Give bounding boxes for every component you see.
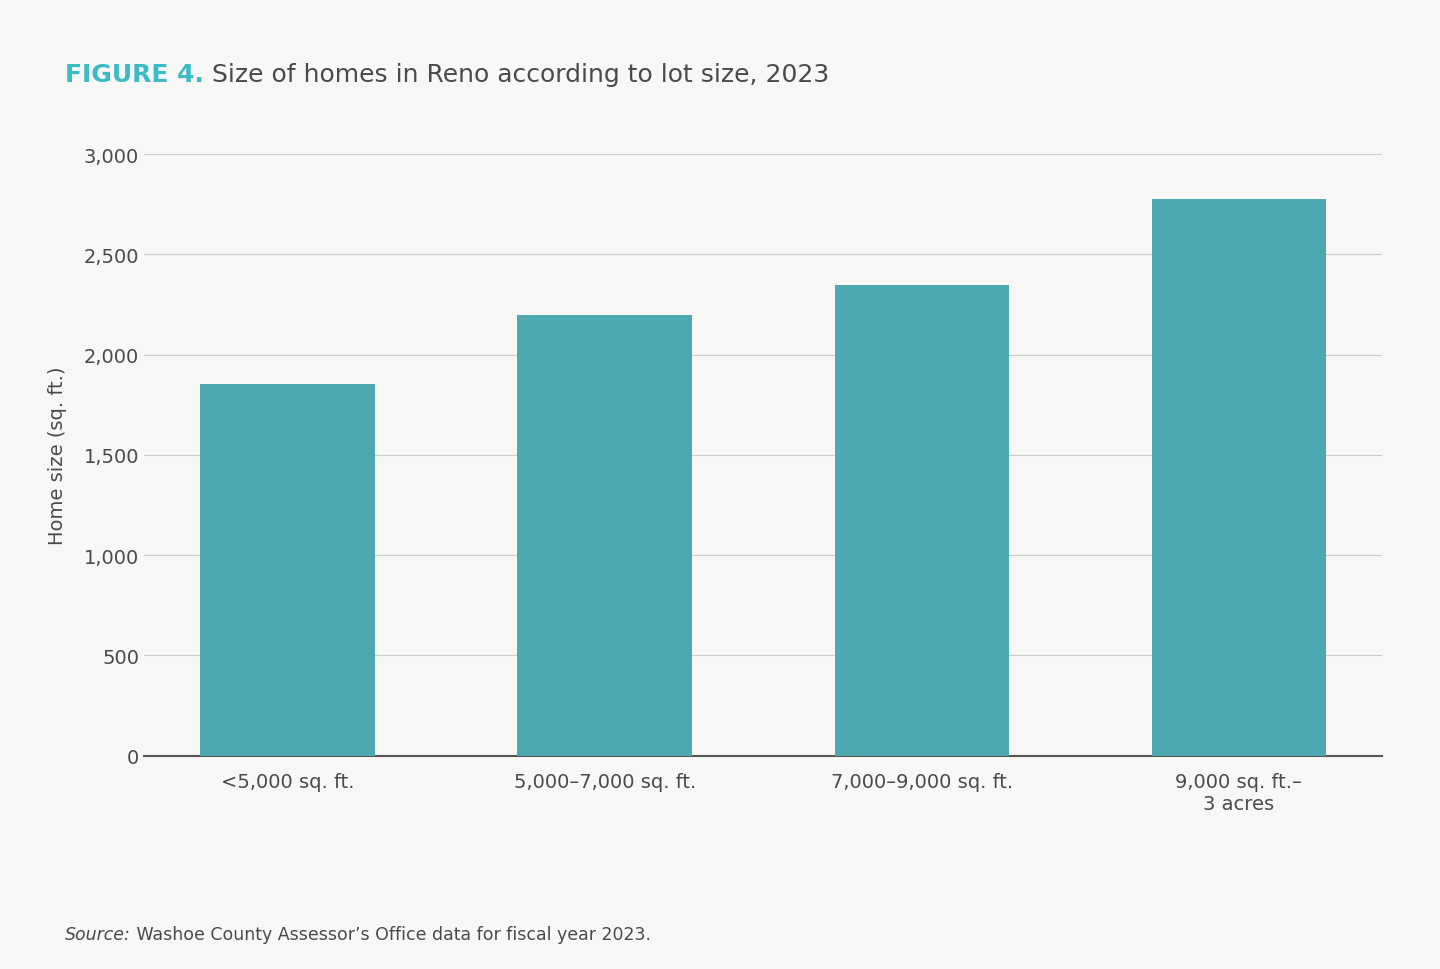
Text: FIGURE 4.: FIGURE 4. bbox=[65, 63, 203, 87]
Bar bbox=[200, 385, 374, 756]
Bar bbox=[1152, 201, 1326, 756]
Y-axis label: Home size (sq. ft.): Home size (sq. ft.) bbox=[48, 366, 68, 545]
Text: Source:: Source: bbox=[65, 925, 131, 944]
Bar bbox=[517, 315, 691, 756]
Bar bbox=[835, 285, 1009, 756]
Text: Washoe County Assessor’s Office data for fiscal year 2023.: Washoe County Assessor’s Office data for… bbox=[131, 925, 651, 944]
Text: Size of homes in Reno according to lot size, 2023: Size of homes in Reno according to lot s… bbox=[203, 63, 829, 87]
